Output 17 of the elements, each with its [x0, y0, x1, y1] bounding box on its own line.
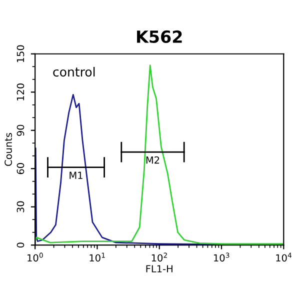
- x-axis-title: FL1-H: [146, 265, 172, 272]
- y-tick-label: 90: [16, 124, 24, 136]
- y-tick-label: 60: [16, 163, 24, 174]
- y-tick-label: 150: [16, 45, 24, 62]
- y-tick-label: 120: [16, 83, 24, 100]
- x-tick-label: 10$^{1}$: [90, 252, 105, 262]
- annotation: control: [53, 66, 95, 77]
- y-tick-label: 0: [16, 242, 24, 248]
- chart-title: K562: [137, 30, 182, 43]
- x-tick-label: 10$^{4}$: [276, 252, 292, 262]
- x-tick-label: 10$^{0}$: [28, 252, 43, 262]
- y-axis-title: Counts: [4, 132, 12, 166]
- y-tick-label: 30: [16, 201, 24, 212]
- annotation: M2: [146, 156, 160, 164]
- x-tick-label: 10$^{2}$: [152, 252, 167, 262]
- x-tick-label: 10$^{3}$: [214, 252, 230, 262]
- annotation: M1: [70, 172, 82, 179]
